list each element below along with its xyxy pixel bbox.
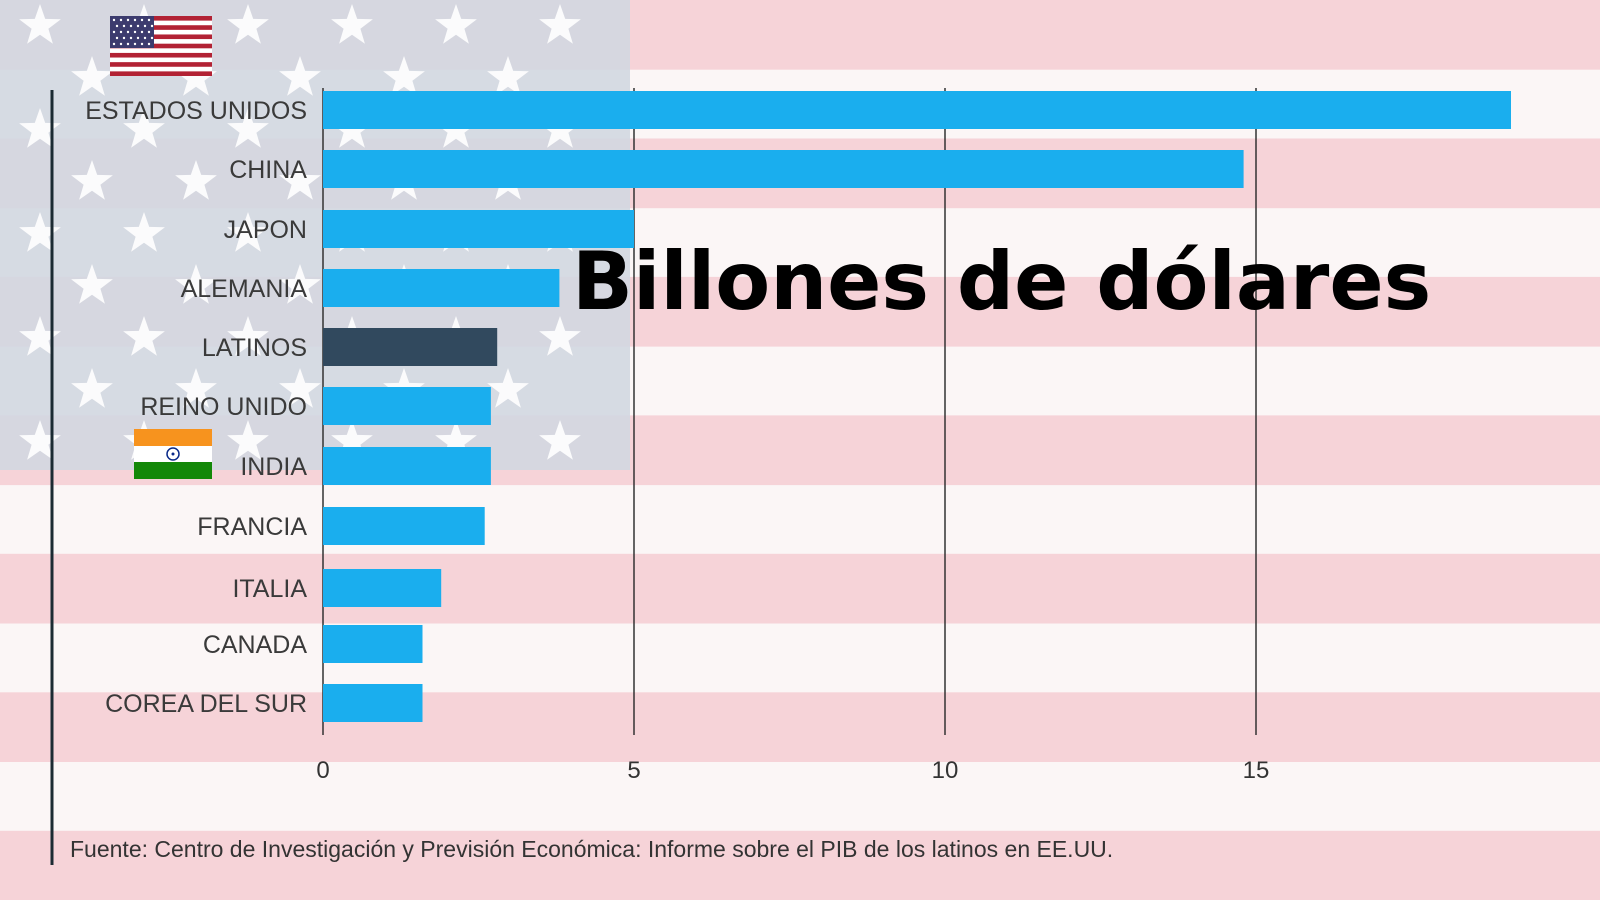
bar-italia bbox=[323, 569, 442, 607]
category-label: JAPON bbox=[224, 216, 307, 244]
x-tick-label: 0 bbox=[316, 757, 329, 784]
bar-canada bbox=[323, 625, 423, 663]
overlay-title: Billones de dólares bbox=[572, 235, 1432, 328]
bar-japon bbox=[323, 210, 634, 248]
category-label: INDIA bbox=[240, 453, 307, 481]
bar-china bbox=[323, 150, 1244, 188]
x-tick-label: 10 bbox=[932, 757, 959, 784]
x-tick-label: 5 bbox=[627, 757, 640, 784]
category-label: CHINA bbox=[229, 156, 307, 184]
usa-flag-icon bbox=[110, 16, 212, 76]
category-label: ALEMANIA bbox=[181, 275, 308, 303]
bar-latinos bbox=[323, 328, 498, 366]
category-label: FRANCIA bbox=[197, 513, 307, 541]
category-label: COREA DEL SUR bbox=[105, 690, 307, 718]
india-flag-icon bbox=[134, 429, 212, 479]
x-tick-label: 15 bbox=[1243, 757, 1270, 784]
bar-estados-unidos bbox=[323, 91, 1511, 129]
source-note: Fuente: Centro de Investigación y Previs… bbox=[70, 836, 1114, 862]
bar-india bbox=[323, 447, 491, 485]
bar-alemania bbox=[323, 269, 560, 307]
bar-reino-unido bbox=[323, 387, 491, 425]
category-label: LATINOS bbox=[202, 334, 307, 362]
category-label: REINO UNIDO bbox=[140, 393, 307, 421]
bar-francia bbox=[323, 507, 485, 545]
category-label: CANADA bbox=[203, 631, 308, 659]
bar-corea-del-sur bbox=[323, 684, 423, 722]
category-label: ITALIA bbox=[232, 575, 307, 603]
category-label: ESTADOS UNIDOS bbox=[85, 97, 307, 125]
